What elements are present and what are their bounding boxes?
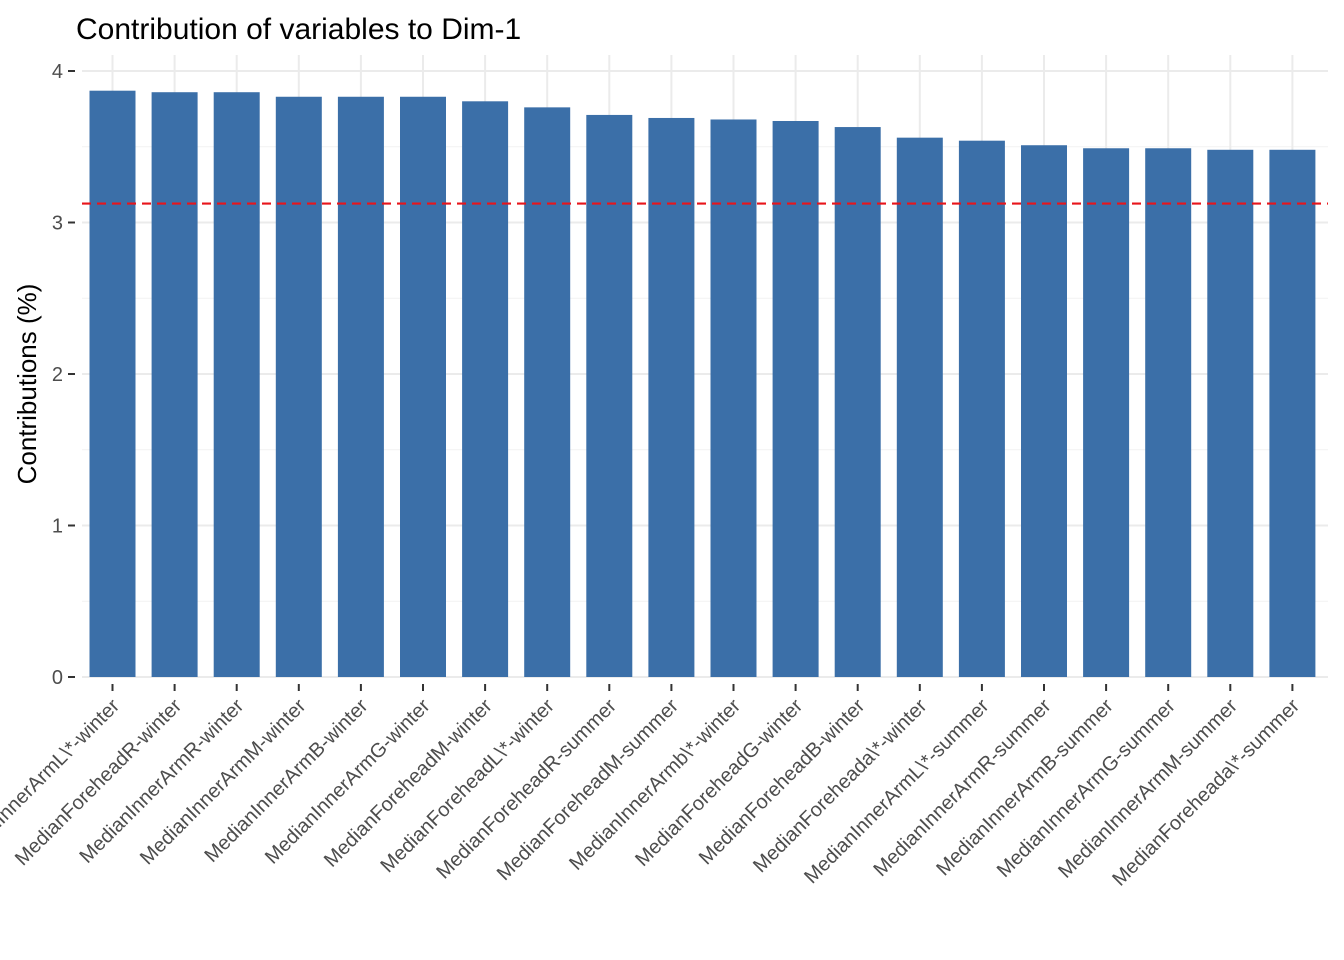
bar [772, 120, 819, 678]
bar [89, 90, 136, 677]
bar [1145, 148, 1192, 677]
x-axis: MedianInnerArmL\*-winterMedianForeheadR-… [0, 684, 1304, 891]
bar [1021, 145, 1067, 678]
bar [586, 114, 633, 677]
y-axis: 0 1 2 3 4 [52, 61, 75, 689]
y-tick-label: 0 [52, 667, 63, 689]
bar [1083, 148, 1130, 677]
chart-title: Contribution of variables to Dim-1 [76, 13, 521, 46]
y-axis-label: Contributions (%) [12, 284, 42, 485]
bar [213, 92, 260, 677]
bar [896, 137, 943, 677]
bar [400, 96, 446, 677]
grid [82, 55, 1328, 678]
bar [834, 127, 881, 678]
y-tick-label: 2 [52, 364, 63, 386]
bar [648, 117, 695, 678]
bar [462, 101, 509, 678]
bars [89, 90, 1316, 678]
bar [337, 96, 384, 677]
bar [1207, 149, 1254, 677]
bar [275, 96, 322, 677]
bar [958, 140, 1005, 677]
bar [710, 119, 757, 678]
bar [151, 92, 198, 677]
y-tick-label: 4 [52, 61, 63, 83]
bar [1269, 149, 1316, 677]
y-tick-label: 1 [52, 516, 63, 538]
y-tick-label: 3 [52, 213, 63, 235]
bar [524, 107, 571, 678]
